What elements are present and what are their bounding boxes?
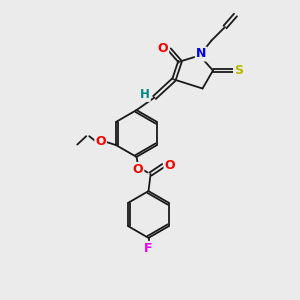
Text: S: S <box>234 64 243 77</box>
Text: O: O <box>95 135 106 148</box>
Text: N: N <box>196 47 206 61</box>
Text: O: O <box>133 163 143 176</box>
Text: O: O <box>158 41 168 55</box>
Text: F: F <box>144 242 153 255</box>
Text: O: O <box>164 159 175 172</box>
Text: H: H <box>140 88 150 101</box>
